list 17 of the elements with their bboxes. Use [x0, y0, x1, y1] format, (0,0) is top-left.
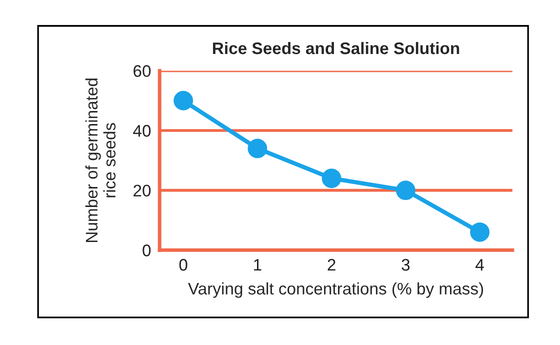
point — [396, 180, 416, 200]
x-tick-label: 3 — [402, 258, 410, 271]
y-tick-label: 60 — [134, 65, 151, 77]
point — [248, 138, 268, 158]
point — [470, 222, 490, 242]
y-axis-title: Number of germinated rice seeds — [85, 78, 116, 242]
y-tick-label: 0 — [142, 244, 151, 256]
point — [322, 168, 342, 188]
x-tick-label: 4 — [476, 259, 484, 271]
y-tick-label: 40 — [133, 124, 151, 137]
y-tick-label: 20 — [134, 184, 151, 197]
x-axis-title: Varying salt concentrations (% by mass) — [188, 282, 484, 298]
point — [174, 90, 194, 110]
x-tick-label: 1 — [254, 259, 262, 271]
x-tick-label: 0 — [179, 258, 188, 271]
x-tick-label: 2 — [328, 258, 336, 271]
chart-title: Rice Seeds and Saline Solution — [213, 42, 460, 54]
